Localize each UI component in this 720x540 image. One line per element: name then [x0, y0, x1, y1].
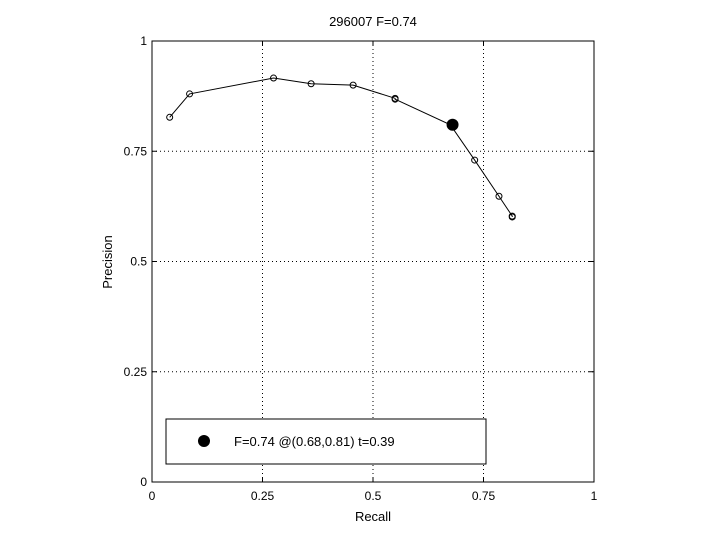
data-series	[166, 74, 516, 221]
x-tick-label: 0.5	[365, 489, 382, 503]
x-tick-label: 1	[591, 489, 598, 503]
series-line	[169, 77, 513, 217]
data-point	[508, 213, 516, 221]
data-point	[186, 90, 194, 98]
x-tick-label: 0.25	[251, 489, 275, 503]
y-tick-label: 1	[140, 34, 147, 48]
best-f-point	[446, 118, 459, 131]
chart-title: 296007 F=0.74	[329, 14, 417, 29]
legend-box: F=0.74 @(0.68,0.81) t=0.39	[165, 418, 487, 465]
data-point	[471, 156, 479, 164]
data-point	[307, 80, 315, 88]
x-tick-label: 0.75	[472, 489, 496, 503]
data-point	[495, 192, 503, 200]
axis-ticks: 0 0.25 0.5 0.75 1 0 0.25 0.5 0.75 1	[124, 34, 598, 503]
data-point	[166, 113, 174, 121]
legend-marker	[198, 435, 210, 447]
y-axis-title: Precision	[100, 235, 115, 288]
y-tick-label: 0.75	[124, 144, 148, 158]
y-tick-label: 0.25	[124, 365, 148, 379]
data-point	[349, 81, 357, 89]
grid-lines	[152, 41, 594, 482]
y-tick-label: 0.5	[130, 255, 147, 269]
legend-frame	[165, 418, 487, 465]
data-point	[391, 95, 399, 103]
legend-label: F=0.74 @(0.68,0.81) t=0.39	[234, 434, 395, 449]
y-tick-label: 0	[140, 475, 147, 489]
data-point	[270, 74, 278, 82]
x-axis-title: Recall	[355, 509, 391, 524]
x-tick-label: 0	[149, 489, 156, 503]
